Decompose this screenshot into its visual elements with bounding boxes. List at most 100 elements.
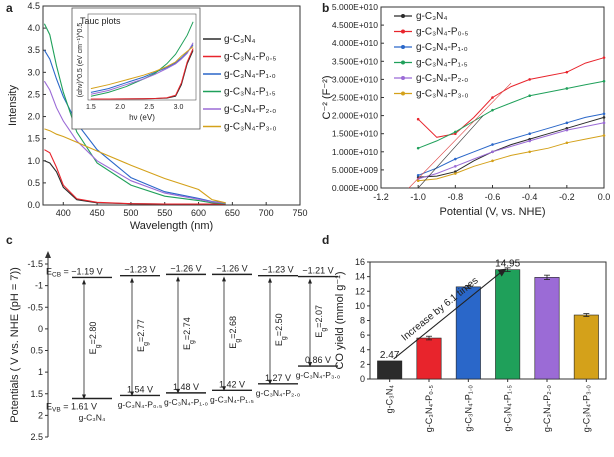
data-point-g-C3N4-P2.0 xyxy=(565,128,569,132)
x-tick-label: -0.6 xyxy=(485,192,501,202)
y-tick-label: -0.5 xyxy=(27,302,43,312)
bandgap-arrow-up-icon xyxy=(268,277,272,283)
series-line-g-C3N4-P2.0 xyxy=(43,80,226,204)
data-point-g-C3N4 xyxy=(528,137,531,141)
legend-marker-g-C3N4-P0.5 xyxy=(401,29,405,34)
bandgap-value: Eg=2.77 xyxy=(136,319,150,352)
vb-value: 1.42 V xyxy=(219,379,245,389)
data-label: 14.95 xyxy=(495,259,520,270)
y-tick-label: 0 xyxy=(38,324,43,334)
data-point-g-C3N4-P1.0 xyxy=(454,157,457,161)
y-tick-label: 0.5 xyxy=(27,178,40,188)
series-line-g-C3N4-P1.5 xyxy=(418,80,605,149)
sample-name: g-C₃N₄ xyxy=(79,413,106,423)
bandgap-value: Eg=2.74 xyxy=(182,317,196,350)
data-point-g-C3N4-P1.0 xyxy=(416,174,420,177)
bandgap-arrow-down-icon xyxy=(130,391,134,397)
inset-line-g-C3N4-P0.5 xyxy=(90,48,194,100)
data-point-g-C3N4-P1.0 xyxy=(491,143,494,146)
series-line-g-C3N4-P3.0 xyxy=(44,128,226,204)
series-line-g-C3N4-P1.5 xyxy=(43,23,226,205)
x-tick-label: 700 xyxy=(259,208,274,218)
y-axis-label: Potentials ( V vs. NHE (pH = 7)) xyxy=(9,267,21,423)
x-tick-label: g-C₃N₄-P₁.₅ xyxy=(503,385,513,432)
y-tick-label: 3.5 xyxy=(27,45,40,55)
tangent-line xyxy=(408,82,512,189)
bandgap-arrow-up-icon xyxy=(176,276,180,282)
legend-label-g-C3N4-P1.0: g-C₃N₄-P₁.₀ xyxy=(416,42,468,53)
panel-label-c: c xyxy=(6,233,13,247)
y-tick-label: -1.5 xyxy=(27,259,43,269)
y-tick-label: 4.500E+010 xyxy=(332,20,378,30)
data-point-g-C3N4 xyxy=(602,116,606,119)
x-tick-label: g-C₃N₄-P₀.₅ xyxy=(424,385,434,433)
x-tick-label: 750 xyxy=(292,208,307,218)
inset-line-g-C3N4-P2.0 xyxy=(90,42,194,95)
cb-value: −1.26 V xyxy=(170,263,201,273)
panel-b: -1.2 -1.0 -0.8 -0.6 -0.4 -0.2 0.0 0.000E+000 5.0… xyxy=(321,2,610,218)
y-tick-label: 2.500E+010 xyxy=(332,93,378,103)
increase-arrow-head-icon xyxy=(497,268,507,277)
vb-value: 1.54 V xyxy=(127,384,153,394)
vb-value: 0.86 V xyxy=(305,355,331,365)
y-axis-arrow-icon xyxy=(45,251,51,258)
y-tick-label: 2.0 xyxy=(27,112,40,122)
bar-g-C3N4-P2.0 xyxy=(534,277,560,380)
data-label: 2.47 xyxy=(380,350,400,361)
data-point-g-C3N4-P1.5 xyxy=(454,130,457,134)
bandgap-arrow-up-icon xyxy=(222,276,226,282)
bandgap-arrow-up-icon xyxy=(82,279,86,285)
bandgap-arrow-down-icon xyxy=(82,394,86,400)
y-tick-label: 1.000E+010 xyxy=(332,147,378,157)
y-tick-label: -1 xyxy=(35,281,43,291)
increase-arrow xyxy=(393,271,502,360)
y-tick-label: 2.000E+010 xyxy=(332,111,378,121)
y-tick-label: 2.5 xyxy=(30,432,43,442)
series-line-g-C3N4-P3.0 xyxy=(418,135,605,182)
y-tick-label: 10 xyxy=(355,301,365,311)
series-line-g-C3N4-P0.5 xyxy=(44,149,226,205)
x-tick-label: 0.0 xyxy=(598,192,611,202)
data-point-g-C3N4-P0.5 xyxy=(565,70,569,74)
legend-label-g-C3N4-P1.5: g-C₃N₄-P₁.₅ xyxy=(416,58,468,69)
bandgap-arrow-down-icon xyxy=(308,362,312,368)
x-tick-label: 450 xyxy=(90,208,105,218)
panel-label-d: d xyxy=(322,233,329,247)
y-tick-label: 0.0 xyxy=(27,200,40,210)
panel-d: 0 2 4 6 8 10 12 14 16 CO yield (mmol g⁻¹) g-C₃N₄ g-… xyxy=(334,257,607,433)
legend-marker-g-C3N4-P3.0 xyxy=(401,91,405,96)
y-tick-label: 3.500E+010 xyxy=(332,56,378,66)
inset-frame xyxy=(71,7,201,130)
x-axis-label: Wavelength (nm) xyxy=(130,220,213,232)
y-tick-label: 1 xyxy=(38,367,43,377)
data-point-g-C3N4 xyxy=(454,170,457,174)
y-tick-label: 4.000E+010 xyxy=(332,38,378,48)
sample-name: g-C₃N₄-P₂.₀ xyxy=(256,388,301,398)
inset-x-label: hν (eV) xyxy=(129,113,155,122)
y-tick-label: 1.0 xyxy=(27,156,40,166)
data-point-g-C3N4-P2.0 xyxy=(454,164,457,168)
bar-g-C3N4-P1.0 xyxy=(455,286,481,380)
series-line-g-C3N4-P1.0 xyxy=(418,113,605,176)
data-point-g-C3N4-P2.0 xyxy=(416,177,420,181)
x-tick-label: g-C₃N₄ xyxy=(385,385,395,414)
x-tick-label: -1.0 xyxy=(410,192,426,202)
y-tick-label: 5.000E+010 xyxy=(332,2,378,12)
data-point-g-C3N4-P2.0 xyxy=(491,150,494,154)
y-tick-label: 1.500E+010 xyxy=(332,129,378,139)
x-tick-label: 500 xyxy=(123,208,138,218)
data-point-g-C3N4-P2.0 xyxy=(602,121,606,125)
plot-frame xyxy=(42,5,301,206)
y-axis-label: CO yield (mmol g⁻¹) xyxy=(334,271,346,369)
data-point-g-C3N4-P3.0 xyxy=(454,172,457,175)
legend-label-g-C3N4: g-C₃N₄ xyxy=(416,11,448,22)
legend-marker-g-C3N4-P2.0 xyxy=(401,76,405,80)
legend-label-g-C3N4-P0.5: g-C₃N₄-P₀.₅ xyxy=(416,27,468,38)
y-tick-label: 6 xyxy=(360,330,365,340)
y-tick-label: 16 xyxy=(355,257,365,267)
bandgap-value: Eg=2.80 xyxy=(88,322,102,355)
y-tick-label: 4.5 xyxy=(27,1,40,11)
y-tick-label: 0.5 xyxy=(30,346,43,356)
data-point-g-C3N4-P1.5 xyxy=(416,146,420,150)
